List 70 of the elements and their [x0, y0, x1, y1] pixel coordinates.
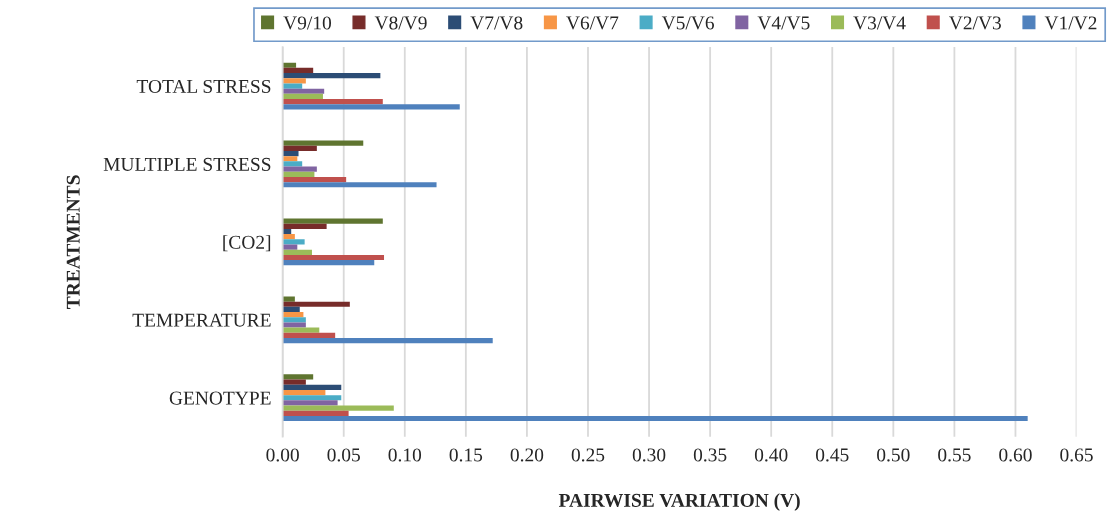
legend-label: V6/V7: [566, 16, 619, 30]
x-tick-label: 0.40: [754, 448, 788, 462]
bar: [282, 150, 299, 157]
bar: [282, 244, 298, 250]
legend-label: V3/V4: [853, 16, 906, 30]
x-tick-label: 0.35: [693, 448, 727, 462]
x-tick-label: 0.45: [815, 448, 849, 462]
legend-label: V9/10: [283, 16, 332, 30]
bar: [282, 374, 314, 380]
x-tick-label: 0.20: [510, 448, 544, 462]
y-tick-label: GENOTYPE: [169, 391, 271, 405]
legend-label: V4/V5: [757, 16, 810, 30]
bar: [282, 405, 394, 411]
bar: [282, 317, 306, 323]
bar: [282, 301, 350, 307]
y-tick-label: TEMPERATURE: [132, 313, 271, 327]
bar: [282, 171, 315, 177]
x-tick-label: 0.15: [449, 448, 483, 462]
legend-label: V7/V8: [470, 16, 523, 30]
legend-label: V8/V9: [374, 16, 427, 30]
bar: [282, 73, 381, 79]
x-tick-label: 0.60: [999, 448, 1032, 462]
bar: [282, 67, 314, 74]
legend-label: V2/V3: [949, 16, 1001, 30]
bar: [282, 415, 1028, 422]
x-tick-label: 0.50: [877, 448, 910, 462]
bar: [282, 379, 306, 385]
bar: [282, 140, 364, 146]
bar: [282, 161, 303, 167]
bar: [282, 78, 306, 84]
bar: [282, 166, 317, 172]
bar: [282, 223, 327, 229]
x-axis-title: PAIRWISE VARIATION (V): [558, 493, 800, 511]
bar: [282, 327, 320, 333]
bar: [282, 93, 323, 100]
legend-label: V1/V2: [1044, 16, 1097, 30]
bar: [282, 332, 336, 338]
bar: [282, 296, 295, 302]
bar: [282, 99, 383, 105]
bar: [282, 182, 437, 188]
x-tick-label: 0.25: [571, 448, 605, 462]
bar: [282, 239, 305, 245]
bar: [282, 395, 342, 401]
bar: [282, 254, 385, 261]
bar: [282, 104, 460, 110]
x-tick-label: 0.30: [632, 448, 666, 462]
y-tick-label: [CO2]: [223, 235, 271, 252]
x-tick-label: 0.05: [327, 448, 360, 462]
bar: [282, 306, 300, 313]
bar: [282, 88, 325, 94]
bar: [282, 410, 349, 416]
bar: [282, 83, 303, 89]
y-tick-label: MULTIPLE STRESS: [103, 157, 271, 171]
bar: [282, 260, 375, 266]
bar: [282, 400, 338, 406]
bar: [282, 145, 317, 151]
y-tick-label: TOTAL STRESS: [136, 79, 271, 93]
bar: [282, 338, 493, 344]
x-tick-label: 0.10: [388, 448, 422, 462]
bar: [282, 384, 342, 390]
x-tick-label: 0.65: [1060, 448, 1093, 462]
x-tick-label: 0.00: [266, 448, 299, 462]
x-tick-label: 0.55: [938, 448, 971, 462]
bar: [282, 176, 347, 183]
bar: [282, 389, 326, 396]
bar: [282, 322, 306, 328]
bar: [282, 249, 312, 255]
legend-label: V5/V6: [661, 16, 715, 30]
bar: [282, 218, 383, 224]
y-axis-title: TREATMENTS: [66, 175, 80, 309]
